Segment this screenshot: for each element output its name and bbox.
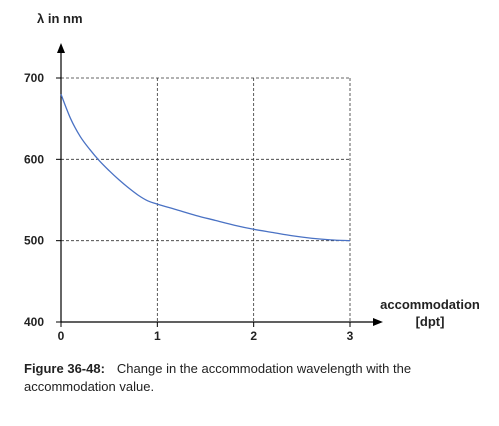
x-tick-label: 1 [154,329,161,343]
tick-marks [56,77,351,327]
x-tick-label: 2 [250,329,257,343]
x-axis-arrow [373,318,383,326]
axes [57,43,383,326]
series-line [60,94,351,242]
y-tick-label: 400 [24,315,44,329]
caption-text: Change in the accommodation wavelength w… [24,361,412,394]
x-tick-label: 3 [347,329,354,343]
grid-lines [61,77,351,322]
y-tick-label: 700 [24,71,44,85]
x-axis-title: accommodation [380,297,480,312]
y-tick-label: 500 [24,234,44,248]
figure-caption: Figure 36-48: Change in the accommodation… [24,360,464,396]
x-tick-label: 0 [58,329,65,343]
x-axis-unit: [dpt] [416,314,445,329]
caption-label: Figure 36-48: [24,361,105,376]
y-axis-title: λ in nm [37,11,83,26]
y-tick-label: 600 [24,152,44,166]
y-axis-arrow [57,43,65,53]
tick-labels: 700 600 500 400 0 1 2 3 [24,71,354,343]
